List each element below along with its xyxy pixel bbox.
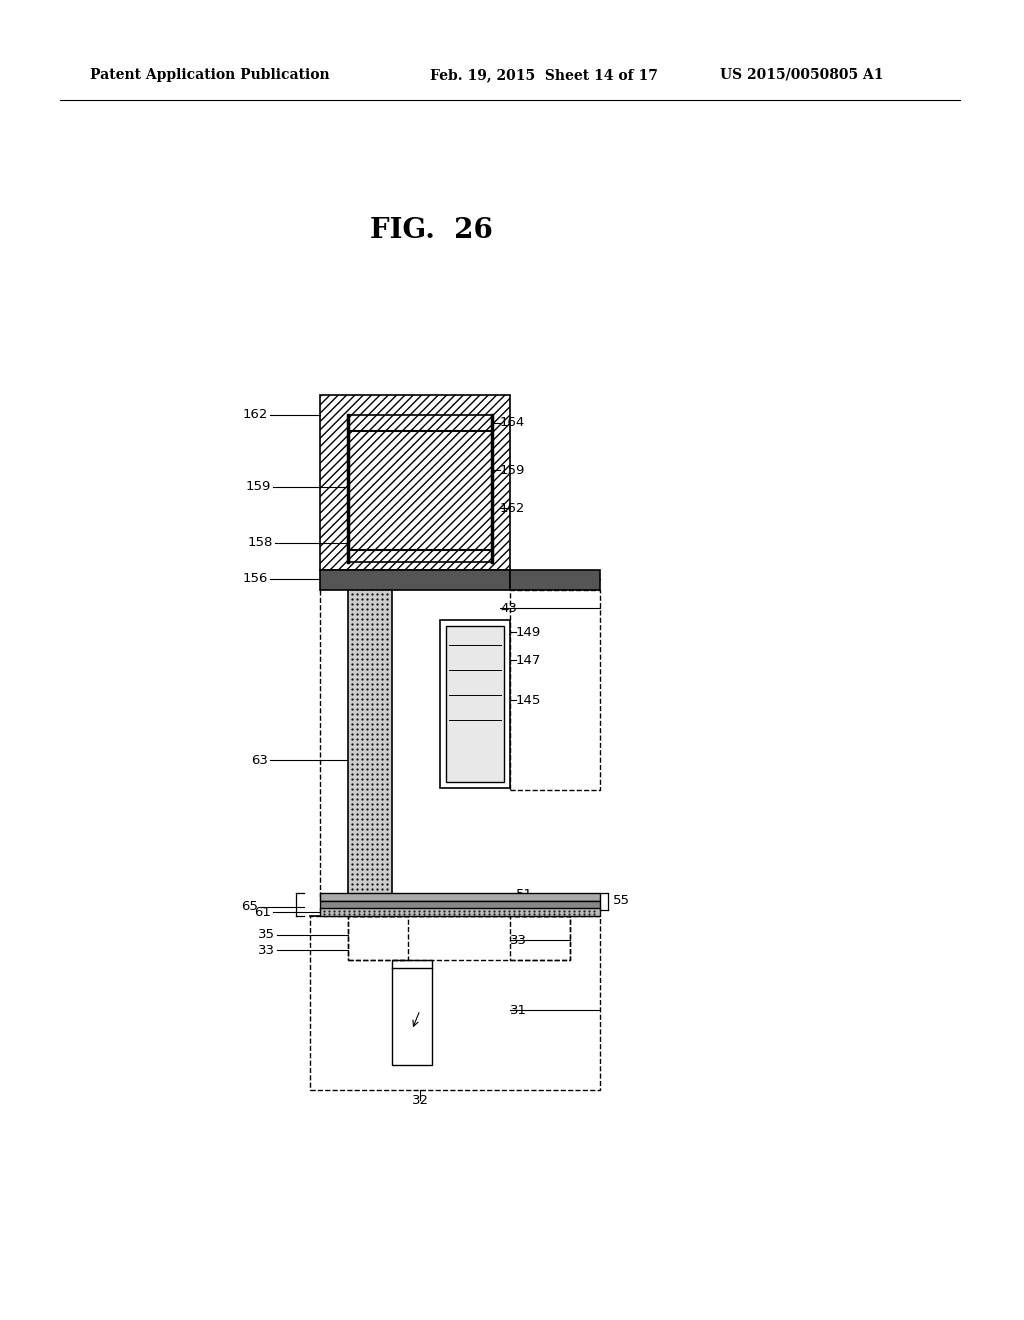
Text: 55: 55 (613, 894, 630, 907)
Bar (310, 916, 600, 1090)
Text: Patent Application Publication: Patent Application Publication (90, 69, 330, 82)
Text: FIG.  26: FIG. 26 (370, 216, 493, 243)
Bar (319, 908, 600, 916)
Bar (392, 960, 432, 1065)
Text: 156: 156 (243, 573, 268, 586)
Bar (348, 916, 570, 960)
Text: 162: 162 (500, 502, 525, 515)
Bar (348, 570, 392, 900)
Text: 63: 63 (251, 754, 268, 767)
Bar (319, 570, 510, 590)
Bar (510, 916, 570, 960)
Text: 33: 33 (510, 933, 527, 946)
Text: 158: 158 (248, 536, 273, 549)
Text: 51: 51 (516, 888, 534, 902)
Text: 159: 159 (500, 463, 525, 477)
Bar (348, 414, 492, 562)
Text: 43: 43 (500, 602, 517, 615)
Bar (440, 620, 510, 788)
Text: 33: 33 (258, 944, 275, 957)
Bar (510, 570, 600, 590)
Bar (319, 894, 600, 902)
Text: 145: 145 (516, 693, 542, 706)
Text: 147: 147 (516, 653, 542, 667)
Text: 149: 149 (516, 626, 542, 639)
Bar (348, 916, 408, 960)
Bar (319, 395, 510, 570)
Text: 35: 35 (258, 928, 275, 941)
Text: 52: 52 (516, 899, 534, 912)
Bar (319, 902, 600, 909)
Text: Feb. 19, 2015  Sheet 14 of 17: Feb. 19, 2015 Sheet 14 of 17 (430, 69, 657, 82)
Bar (446, 626, 504, 781)
Bar (348, 414, 492, 562)
Bar (510, 590, 600, 789)
Text: 32: 32 (412, 1093, 428, 1106)
Bar (348, 414, 492, 562)
Text: 65: 65 (241, 900, 258, 913)
Text: US 2015/0050805 A1: US 2015/0050805 A1 (720, 69, 884, 82)
Text: 159: 159 (246, 480, 271, 494)
Text: 61: 61 (254, 906, 271, 919)
Text: 162: 162 (243, 408, 268, 421)
Text: 164: 164 (500, 417, 525, 429)
Text: 31: 31 (510, 1003, 527, 1016)
Text: 157: 157 (500, 573, 525, 586)
